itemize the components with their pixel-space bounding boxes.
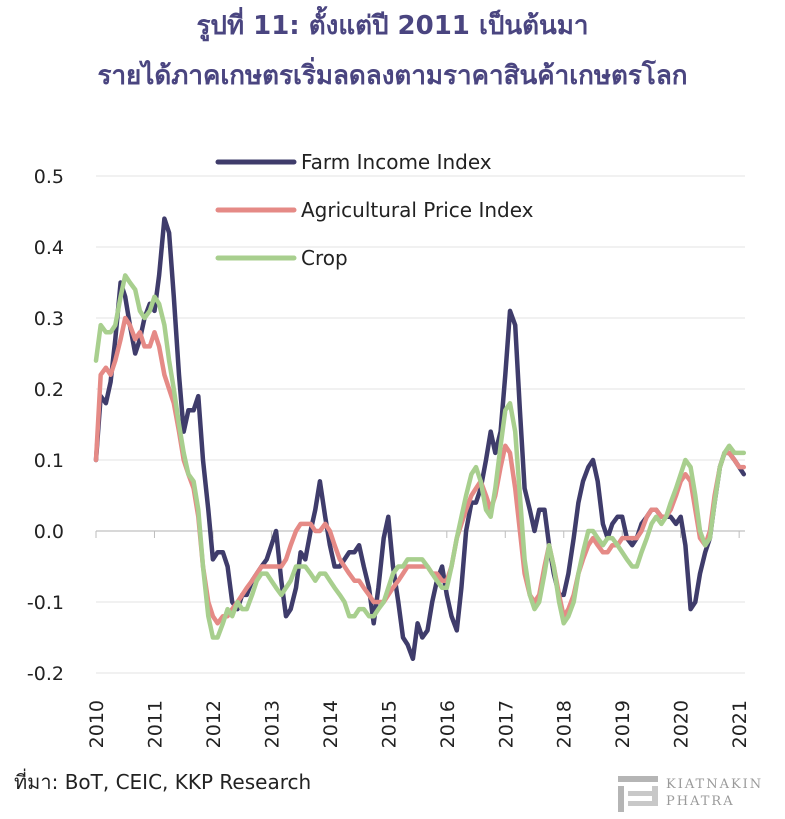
x-tick-label: 2021 bbox=[729, 700, 751, 748]
y-tick-label: -0.2 bbox=[27, 663, 64, 685]
y-tick-label: 0.0 bbox=[34, 521, 64, 543]
x-tick-label: 2020 bbox=[671, 700, 693, 748]
chart-title-line1: รูปที่ 11: ตั้งแต่ปี 2011 เป็นต้นมา bbox=[196, 11, 589, 41]
y-tick-label: 0.3 bbox=[34, 308, 64, 330]
x-tick-label: 2016 bbox=[437, 700, 459, 748]
legend-label: Crop bbox=[301, 246, 348, 270]
x-tick-label: 2017 bbox=[495, 700, 517, 748]
logo-wordmark: KIATNAKIN PHATRA bbox=[666, 776, 763, 810]
x-tick-label: 2010 bbox=[86, 700, 108, 748]
source-note: ที่มา: BoT, CEIC, KKP Research bbox=[14, 770, 312, 794]
chart-title-line2: รายได้ภาคเกษตรเริ่มลดลงตามราคาสินค้าเกษต… bbox=[97, 61, 688, 91]
x-tick-label: 2014 bbox=[320, 700, 342, 748]
logo-line2: PHATRA bbox=[666, 794, 735, 809]
x-tick-label: 2013 bbox=[261, 700, 283, 748]
x-tick-label: 2018 bbox=[554, 700, 576, 748]
kiatnakin-phatra-logo: KIATNAKIN PHATRA bbox=[616, 770, 776, 816]
legend-label: Farm Income Index bbox=[301, 150, 492, 174]
x-tick-label: 2012 bbox=[203, 700, 225, 748]
logo-line1: KIATNAKIN bbox=[666, 777, 764, 792]
y-tick-label: 0.5 bbox=[34, 166, 64, 188]
y-tick-label: -0.1 bbox=[27, 592, 64, 614]
x-tick-label: 2015 bbox=[378, 700, 400, 748]
y-tick-label: 0.2 bbox=[34, 379, 64, 401]
series-line-3 bbox=[93, 273, 747, 640]
x-tick-label: 2011 bbox=[144, 700, 166, 748]
series-line-2 bbox=[93, 315, 747, 626]
series-line-1 bbox=[93, 216, 747, 662]
kkp-logo-icon bbox=[618, 776, 658, 812]
x-tick-label: 2019 bbox=[612, 700, 634, 748]
y-tick-label: 0.1 bbox=[34, 450, 64, 472]
y-tick-label: 0.4 bbox=[34, 237, 64, 259]
legend-label: Agricultural Price Index bbox=[301, 198, 534, 222]
